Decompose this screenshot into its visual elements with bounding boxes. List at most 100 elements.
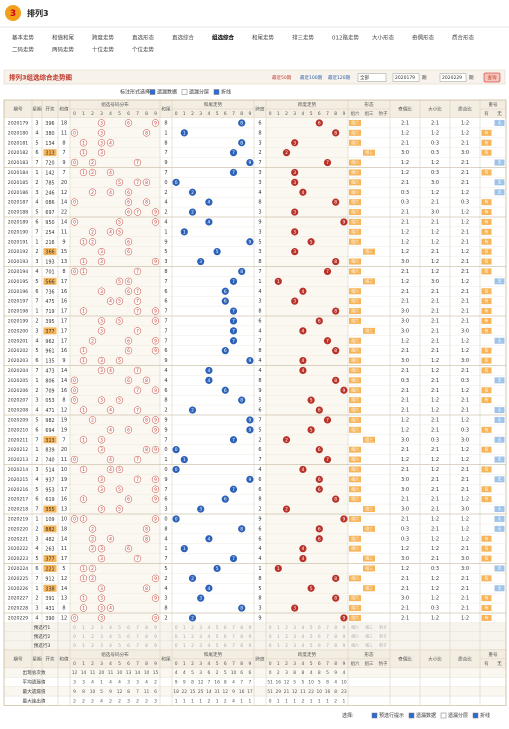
- nav-link[interactable]: 组选综合: [212, 34, 235, 42]
- preselect-digit[interactable]: 3: [293, 625, 296, 631]
- preselect-digit[interactable]: 6: [318, 634, 321, 640]
- preselect-digit[interactable]: 0: [269, 625, 272, 631]
- preselect-digit[interactable]: 4: [208, 625, 211, 631]
- preselect-digit[interactable]: 5: [216, 634, 219, 640]
- nav-link[interactable]: 基本走势: [12, 34, 35, 42]
- preselect-digit[interactable]: 6: [224, 643, 227, 649]
- preselect-digit[interactable]: 2: [285, 634, 288, 640]
- checkbox[interactable]: [408, 712, 415, 719]
- nav-link[interactable]: 和尾走势: [252, 34, 275, 42]
- preselect-digit[interactable]: 1: [82, 643, 85, 649]
- preselect-digit[interactable]: 9: [343, 634, 346, 640]
- preselect-digit[interactable]: 6: [318, 625, 321, 631]
- preselect-shape[interactable]: 组三: [365, 624, 373, 629]
- preselect-digit[interactable]: 5: [310, 634, 313, 640]
- preselect-digit[interactable]: 8: [145, 634, 148, 640]
- preselect-digit[interactable]: 7: [136, 643, 139, 649]
- period-link[interactable]: 最近50期: [272, 74, 292, 81]
- preselect-digit[interactable]: 5: [216, 625, 219, 631]
- nav-link[interactable]: 和值和尾: [52, 34, 75, 42]
- preselect-digit[interactable]: 5: [310, 625, 313, 631]
- end-input[interactable]: [439, 73, 467, 82]
- preselect-digit[interactable]: 6: [318, 643, 321, 649]
- preselect-digit[interactable]: 3: [100, 634, 103, 640]
- preselect-digit[interactable]: 7: [326, 643, 329, 649]
- nav-link[interactable]: 直选形态: [132, 34, 155, 42]
- checkbox[interactable]: [181, 89, 188, 95]
- preselect-digit[interactable]: 9: [249, 634, 252, 640]
- preselect-digit[interactable]: 0: [73, 643, 76, 649]
- preselect-digit[interactable]: 2: [285, 625, 288, 631]
- preselect-digit[interactable]: 9: [343, 643, 346, 649]
- preselect-digit[interactable]: 2: [285, 643, 288, 649]
- preselect-digit[interactable]: 6: [224, 625, 227, 631]
- preselect-digit[interactable]: 1: [277, 643, 280, 649]
- preselect-shape[interactable]: 豹子: [379, 624, 387, 629]
- preselect-digit[interactable]: 0: [73, 625, 76, 631]
- select[interactable]: [357, 73, 387, 82]
- preselect-digit[interactable]: 7: [326, 625, 329, 631]
- preselect-digit[interactable]: 0: [175, 625, 178, 631]
- preselect-digit[interactable]: 8: [145, 625, 148, 631]
- preselect-digit[interactable]: 1: [183, 625, 186, 631]
- preselect-digit[interactable]: 0: [269, 643, 272, 649]
- preselect-digit[interactable]: 2: [191, 634, 194, 640]
- preselect-digit[interactable]: 3: [199, 643, 202, 649]
- preselect-shape[interactable]: 豹子: [379, 633, 387, 638]
- preselect-digit[interactable]: 0: [175, 643, 178, 649]
- preselect-digit[interactable]: 3: [293, 643, 296, 649]
- preselect-digit[interactable]: 7: [232, 634, 235, 640]
- preselect-digit[interactable]: 1: [277, 634, 280, 640]
- preselect-digit[interactable]: 0: [73, 634, 76, 640]
- period-link[interactable]: 最近120期: [328, 74, 351, 81]
- preselect-digit[interactable]: 7: [136, 634, 139, 640]
- preselect-digit[interactable]: 4: [109, 625, 112, 631]
- checkbox[interactable]: [213, 89, 220, 95]
- nav-link[interactable]: 质合形态: [452, 34, 475, 42]
- preselect-digit[interactable]: 3: [293, 634, 296, 640]
- preselect-digit[interactable]: 4: [109, 643, 112, 649]
- preselect-digit[interactable]: 9: [343, 625, 346, 631]
- preselect-digit[interactable]: 8: [334, 643, 337, 649]
- nav-link[interactable]: 排三走势: [292, 34, 315, 42]
- preselect-digit[interactable]: 3: [100, 625, 103, 631]
- preselect-digit[interactable]: 7: [136, 625, 139, 631]
- preselect-digit[interactable]: 8: [240, 634, 243, 640]
- nav-link[interactable]: 十位走势: [92, 46, 115, 54]
- preselect-digit[interactable]: 0: [175, 634, 178, 640]
- nav-link[interactable]: 奇偶形态: [412, 34, 435, 42]
- preselect-digit[interactable]: 9: [154, 625, 157, 631]
- checkbox[interactable]: [149, 89, 156, 95]
- checkbox[interactable]: [472, 712, 479, 719]
- preselect-digit[interactable]: 3: [199, 625, 202, 631]
- preselect-digit[interactable]: 5: [118, 625, 121, 631]
- preselect-digit[interactable]: 6: [224, 634, 227, 640]
- preselect-digit[interactable]: 1: [82, 634, 85, 640]
- preselect-digit[interactable]: 9: [154, 634, 157, 640]
- nav-link[interactable]: 012路走势: [332, 34, 359, 42]
- start-input[interactable]: [392, 73, 420, 82]
- preselect-digit[interactable]: 3: [199, 634, 202, 640]
- preselect-digit[interactable]: 4: [208, 634, 211, 640]
- preselect-digit[interactable]: 1: [183, 643, 186, 649]
- preselect-digit[interactable]: 7: [232, 625, 235, 631]
- preselect-digit[interactable]: 4: [302, 634, 305, 640]
- preselect-digit[interactable]: 4: [302, 625, 305, 631]
- preselect-digit[interactable]: 8: [334, 625, 337, 631]
- nav-link[interactable]: 跨度走势: [92, 34, 115, 42]
- preselect-digit[interactable]: 7: [232, 643, 235, 649]
- preselect-digit[interactable]: 6: [127, 625, 130, 631]
- preselect-digit[interactable]: 8: [240, 643, 243, 649]
- preselect-digit[interactable]: 5: [310, 643, 313, 649]
- preselect-digit[interactable]: 8: [145, 643, 148, 649]
- preselect-digit[interactable]: 2: [91, 625, 94, 631]
- preselect-digit[interactable]: 0: [269, 634, 272, 640]
- preselect-shape[interactable]: 组三: [365, 642, 373, 647]
- preselect-digit[interactable]: 4: [302, 643, 305, 649]
- preselect-digit[interactable]: 5: [118, 643, 121, 649]
- preselect-digit[interactable]: 7: [326, 634, 329, 640]
- nav-link[interactable]: 两码走势: [52, 46, 75, 54]
- preselect-digit[interactable]: 4: [109, 634, 112, 640]
- preselect-digit[interactable]: 2: [91, 643, 94, 649]
- period-link[interactable]: 最近100期: [300, 74, 323, 81]
